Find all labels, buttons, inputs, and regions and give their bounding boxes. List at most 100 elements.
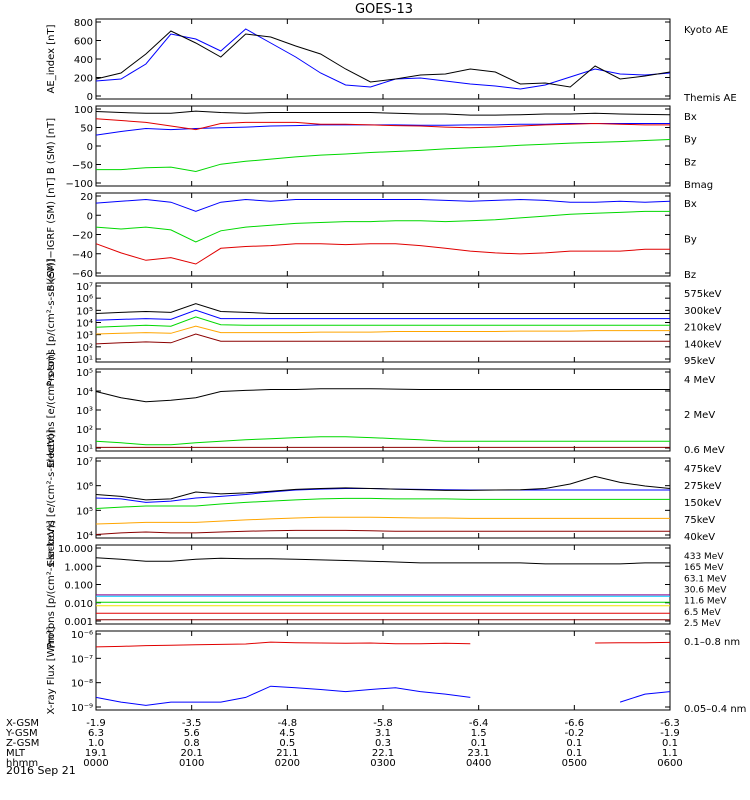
series-line [95, 529, 670, 535]
legend-entry: 6.5 MeV [684, 608, 721, 618]
panel-4: 10⁵ 10⁴ 10³ 10² 10¹ Electrons [e/(cm²-s-sr)] 4… [46, 352, 725, 468]
legend-entry: Bx [684, 199, 697, 210]
legend-entry: 95keV [684, 356, 715, 367]
legend-entry: 75keV [684, 515, 715, 526]
ephemeris-value: 0200 [275, 758, 300, 769]
legend-entry: 0.05–0.4 nm [684, 704, 746, 715]
panel-5: 10⁷ 10⁶ 10⁵ 10⁴ Electrons [e/(cm²-s-sr-keV)]… [46, 429, 722, 566]
ephemeris-value: 1.1 [662, 748, 678, 759]
legend-entry: 140keV [684, 339, 722, 350]
y-tick-label: 10² [76, 425, 93, 436]
y-axis-label: Electrons [e/(cm²-s-sr)] [46, 352, 57, 468]
y-tick-label: 10¹ [76, 355, 93, 366]
ephemeris-row-label: hhmm [6, 758, 38, 769]
series-line [95, 325, 670, 335]
legend-entry: Themis AE [683, 93, 737, 104]
series-line [95, 28, 671, 90]
ephemeris-value: 0300 [370, 758, 395, 769]
series-line [95, 30, 671, 88]
series-line [95, 198, 671, 212]
series-line [95, 303, 670, 314]
y-tick-label: 0.001 [64, 617, 93, 628]
date-label: 2016 Sep 21 [6, 764, 76, 777]
series-line [95, 243, 670, 265]
panel-frame [95, 368, 671, 452]
panel-0: 800 600 400 200 0 AE_index [nT] Kyoto AE Themis… [46, 18, 737, 104]
legend-entry: 275keV [684, 481, 722, 492]
legend-entry: 11.6 MeV [684, 597, 727, 607]
legend-entry: 150keV [684, 498, 722, 509]
ephemeris-value: 19.1 [85, 748, 107, 759]
y-tick-label: 10⁴ [76, 319, 93, 330]
y-axis-label: B (SM) [nT] [46, 118, 57, 174]
legend-entry: Bz [684, 270, 696, 281]
y-tick-label: 10⁴ [76, 531, 93, 542]
ephemeris-row-label: MLT [6, 748, 26, 759]
y-tick-label: −60 [72, 269, 93, 280]
panel-2: 20 0 −20 −40 −60 B (SM)−IGRF (SM) [nT] Bx By Bz [46, 177, 697, 291]
y-tick-label: −20 [72, 231, 93, 242]
legend-entry: 30.6 MeV [684, 586, 727, 596]
y-tick-label: 50 [80, 124, 93, 135]
y-tick-label: 600 [74, 37, 93, 48]
ephemeris-value: 0100 [179, 758, 204, 769]
ephemeris-value: 0600 [657, 758, 682, 769]
y-axis-label: Electrons [e/(cm²-s-sr-keV)] [46, 429, 57, 566]
series-line [95, 316, 670, 328]
y-tick-label: 10⁵ [76, 306, 93, 317]
y-tick-label: 10⁵ [76, 506, 93, 517]
y-tick-label: 10.000 [58, 544, 93, 555]
ephemeris-value: 3.1 [375, 728, 391, 739]
legend-entry: By [684, 135, 697, 146]
y-tick-label: 10⁻⁹ [71, 703, 93, 714]
panel-frame [95, 544, 671, 625]
series-line [95, 641, 671, 648]
panel-frame [95, 105, 671, 187]
y-tick-label: 10⁻⁶ [71, 630, 93, 641]
series-line [95, 333, 670, 345]
y-tick-label: −100 [66, 179, 93, 190]
y-axis-label: X-ray Flux [W/m²] [46, 626, 57, 714]
y-tick-label: 1.000 [64, 562, 93, 573]
ephemeris-value: 0.1 [471, 738, 487, 749]
y-tick-label: 800 [74, 18, 93, 29]
ephemeris-value: -3.5 [182, 718, 202, 729]
y-tick-label: 0.010 [64, 599, 93, 610]
panel-frame [95, 457, 671, 539]
y-tick-label: −40 [72, 250, 93, 261]
y-tick-label: 10⁻⁷ [71, 654, 93, 665]
legend-entry: 4 MeV [684, 375, 715, 386]
y-tick-label: 10³ [76, 331, 93, 342]
y-tick-label: 10⁶ [76, 482, 93, 493]
series-line [95, 110, 671, 116]
legend-entry: 0.6 MeV [684, 445, 725, 456]
y-tick-label: 10⁴ [76, 387, 93, 398]
panel-frame [95, 18, 671, 100]
ephemeris-value: 0.1 [662, 738, 678, 749]
y-tick-label: 0 [87, 211, 93, 222]
y-tick-label: 10⁵ [76, 368, 93, 379]
legend-entry: 210keV [684, 323, 722, 334]
legend-entry: Bmag [684, 180, 713, 191]
legend-entry: Kyoto AE [684, 25, 728, 36]
ephemeris-value: 0.1 [566, 738, 582, 749]
ephemeris-value: 20.1 [181, 748, 203, 759]
legend-entry: 433 MeV [684, 552, 724, 562]
legend-entry: 300keV [684, 306, 722, 317]
legend-entry: Bz [684, 157, 696, 168]
ephemeris-value: 0.3 [375, 738, 391, 749]
ephemeris-value: 0.5 [279, 738, 295, 749]
y-tick-label: 10¹ [76, 444, 93, 455]
series-line [95, 210, 670, 243]
ephemeris-value: 0400 [466, 758, 491, 769]
legend-entry: 475keV [684, 464, 722, 475]
series-line [95, 475, 671, 501]
series-line [96, 139, 671, 173]
ephemeris-value: 6.3 [88, 728, 104, 739]
ephemeris-value: 5.6 [184, 728, 200, 739]
ephemeris-value: 23.1 [468, 748, 490, 759]
legend-entry: 63.1 MeV [684, 574, 727, 584]
ephemeris-value: 0.8 [184, 738, 200, 749]
legend-entry: 2 MeV [684, 410, 715, 421]
